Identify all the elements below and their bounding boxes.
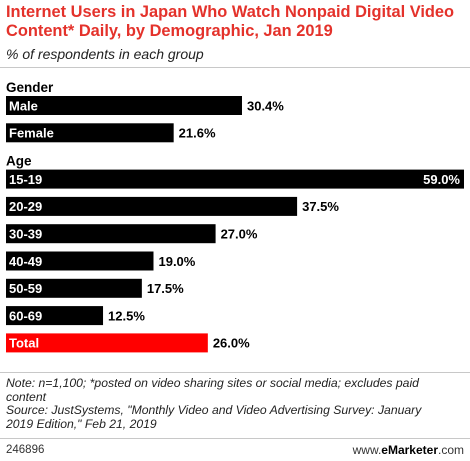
group-heading-age: Age bbox=[6, 154, 32, 169]
group-heading-gender: Gender bbox=[6, 80, 54, 95]
footnote-source: Source: JustSystems, "Monthly Video and … bbox=[6, 403, 422, 431]
bar-30-39 bbox=[6, 224, 216, 244]
bar-total bbox=[6, 333, 208, 353]
footnote-note: Note: n=1,100; *posted on video sharing … bbox=[6, 376, 419, 404]
data-label-female: 21.6% bbox=[179, 126, 216, 141]
footnote: Note: n=1,100; *posted on video sharing … bbox=[6, 376, 446, 431]
bar-15-19 bbox=[6, 169, 464, 189]
bar-20-29 bbox=[6, 196, 298, 216]
bar-label-female: Female bbox=[9, 126, 54, 141]
bar-label-15-19: 15-19 bbox=[9, 172, 42, 187]
bar-label-30-39: 30-39 bbox=[9, 227, 42, 242]
data-label-60-69: 12.5% bbox=[108, 308, 145, 323]
data-label-20-29: 37.5% bbox=[302, 199, 339, 214]
chart-title: Internet Users in Japan Who Watch Nonpai… bbox=[6, 3, 455, 40]
chart-subtitle: % of respondents in each group bbox=[6, 46, 204, 62]
bar-label-50-59: 50-59 bbox=[9, 281, 42, 296]
data-label-total: 26.0% bbox=[213, 336, 250, 351]
bar-50-59 bbox=[6, 278, 142, 298]
brand-logo: www.eMarketer.com bbox=[352, 443, 464, 457]
bar-label-60-69: 60-69 bbox=[9, 308, 42, 323]
chart-id: 246896 bbox=[6, 444, 45, 456]
bar-male bbox=[6, 96, 242, 115]
data-label-40-49: 19.0% bbox=[158, 254, 195, 269]
bar-40-49 bbox=[6, 251, 154, 271]
data-label-male: 30.4% bbox=[247, 98, 284, 113]
data-label-30-39: 27.0% bbox=[221, 227, 258, 242]
bar-chart: Gender Male 30.4% Female 21.6% Age 15-19 59.0% 2… bbox=[6, 80, 464, 353]
bottom-divider bbox=[0, 438, 470, 439]
header-divider bbox=[0, 67, 470, 68]
bar-label-40-49: 40-49 bbox=[9, 254, 42, 269]
bar-60-69 bbox=[6, 306, 104, 326]
bar-label-total: Total bbox=[9, 336, 39, 351]
data-label-15-19: 59.0% bbox=[423, 172, 460, 187]
footer-divider bbox=[0, 372, 470, 373]
data-label-50-59: 17.5% bbox=[147, 281, 184, 296]
bar-label-20-29: 20-29 bbox=[9, 199, 42, 214]
bar-label-male: Male bbox=[9, 98, 38, 113]
bar-female bbox=[6, 123, 174, 143]
